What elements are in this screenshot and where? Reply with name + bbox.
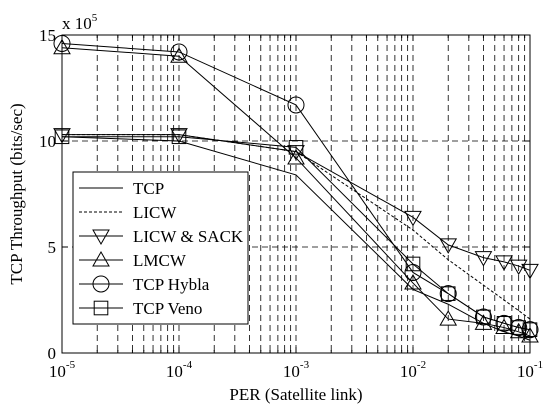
series-point [404, 274, 422, 290]
y-tick-label: 0 [48, 344, 57, 363]
series-3 [53, 38, 539, 343]
legend-label: TCP Veno [133, 299, 202, 318]
legend-box [72, 171, 249, 325]
series-point [511, 320, 526, 335]
series-point [405, 256, 421, 272]
series-point [170, 43, 188, 61]
series-point [495, 255, 513, 271]
y-tick-label: 15 [39, 26, 56, 45]
series-layer [53, 34, 539, 343]
x-axis-label: PER (Satellite link) [229, 385, 362, 404]
series-point [440, 286, 456, 301]
series-point [287, 96, 305, 114]
series-point [509, 322, 528, 339]
legend-marker [93, 300, 109, 316]
series-line [62, 136, 531, 331]
series-point [474, 308, 492, 326]
legend-label: LICW & SACK [133, 227, 244, 246]
y-axis-label: TCP Throughput (bits/sec) [7, 103, 26, 284]
y-multiplier-label: x 105 [62, 12, 98, 33]
legend-label: LMCW [133, 251, 187, 270]
axis-ticks: 10-5 10-4 10-3 10-2 10-1 0 5 10 15 [39, 26, 543, 381]
x-tick-label: 10-2 [400, 359, 426, 381]
legend: TCP LICW LICW & SACK LMCW TCP Hybla TCP Veno [72, 171, 249, 325]
legend-marker [92, 250, 110, 267]
legend-label: LICW [133, 203, 177, 222]
series-point [287, 145, 305, 161]
series-point [496, 316, 512, 331]
legend-marker [92, 275, 110, 293]
series-point [288, 140, 304, 155]
legend-marker [92, 229, 110, 246]
series-point [495, 318, 513, 335]
series-point [439, 238, 458, 254]
series-point [170, 47, 188, 63]
series-point [474, 314, 493, 330]
legend-label: TCP [133, 179, 164, 198]
series-point [509, 259, 528, 276]
series-point [439, 310, 458, 326]
x-tick-label: 10-5 [49, 359, 76, 381]
series-point [404, 210, 422, 227]
x-tick-label: 10-3 [283, 359, 310, 381]
series-point [170, 128, 188, 144]
x-tick-label: 10-4 [166, 359, 193, 381]
y-tick-label: 10 [39, 132, 56, 151]
legend-label: TCP Hybla [133, 275, 210, 294]
series-point [171, 129, 187, 145]
series-line [61, 47, 531, 337]
series-point [474, 251, 493, 267]
series-point [287, 148, 305, 165]
x-tick-label: 10-1 [517, 359, 543, 381]
series-point [476, 309, 491, 325]
y-tick-label: 5 [48, 238, 57, 257]
series-point [439, 285, 457, 303]
